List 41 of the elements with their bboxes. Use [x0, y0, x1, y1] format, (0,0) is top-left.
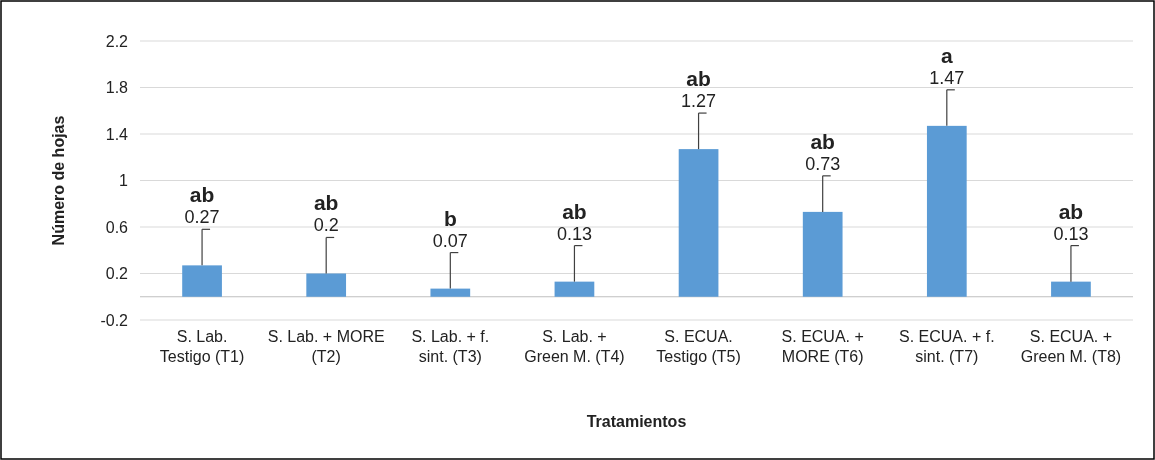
x-tick-label: S. Lab. + f. sint. (T3) [411, 328, 490, 365]
y-axis-title: Número de hojas [50, 115, 67, 246]
data-label: 0.13 [1053, 223, 1089, 244]
x-tick-label: S. ECUA. Testigo (T5) [656, 328, 741, 365]
y-tick-label: 1.4 [105, 125, 129, 143]
annotation: ab [810, 129, 835, 153]
x-tick-label: S. ECUA. + MORE (T6) [781, 328, 864, 365]
annotation: b [443, 206, 457, 230]
x-tick-label: S. Lab. + MORE (T2) [267, 328, 385, 365]
annotation: ab [189, 183, 215, 207]
bar [1051, 281, 1091, 297]
x-tick-label: S. Lab. Testigo (T1) [159, 328, 245, 365]
bar [926, 125, 967, 297]
y-tick-label: 1 [119, 172, 129, 190]
bar [306, 273, 347, 297]
x-axis-title: Tratamientos [586, 413, 687, 430]
y-tick-label: 1.8 [105, 79, 129, 97]
x-tick-label: S. ECUA. + f. sint. (T7) [899, 328, 995, 365]
y-tick-label: 0.2 [105, 265, 129, 283]
annotation: a [940, 43, 953, 67]
bar [802, 211, 843, 297]
annotation: ab [1058, 199, 1084, 223]
data-label: 0.2 [313, 215, 339, 236]
x-tick-label: S. Lab. + Green M. (T4) [524, 328, 625, 365]
annotation: ab [562, 199, 587, 223]
bar [678, 149, 719, 297]
y-tick-label: 0.6 [105, 218, 129, 236]
bar [182, 265, 222, 297]
bar [430, 288, 471, 297]
data-label: 0.13 [556, 223, 592, 244]
data-label: 0.73 [805, 153, 841, 174]
data-label: 0.27 [184, 207, 220, 228]
y-tick-label: 2.2 [105, 32, 129, 50]
data-label: 0.07 [432, 230, 468, 251]
data-label: 1.27 [681, 91, 717, 112]
annotation: ab [313, 191, 339, 215]
bar [554, 281, 595, 297]
y-tick-label: -0.2 [100, 311, 129, 329]
x-tick-label: S. ECUA. + Green M. (T8) [1020, 328, 1122, 365]
data-label: 1.47 [929, 67, 965, 88]
annotation: ab [686, 67, 711, 91]
